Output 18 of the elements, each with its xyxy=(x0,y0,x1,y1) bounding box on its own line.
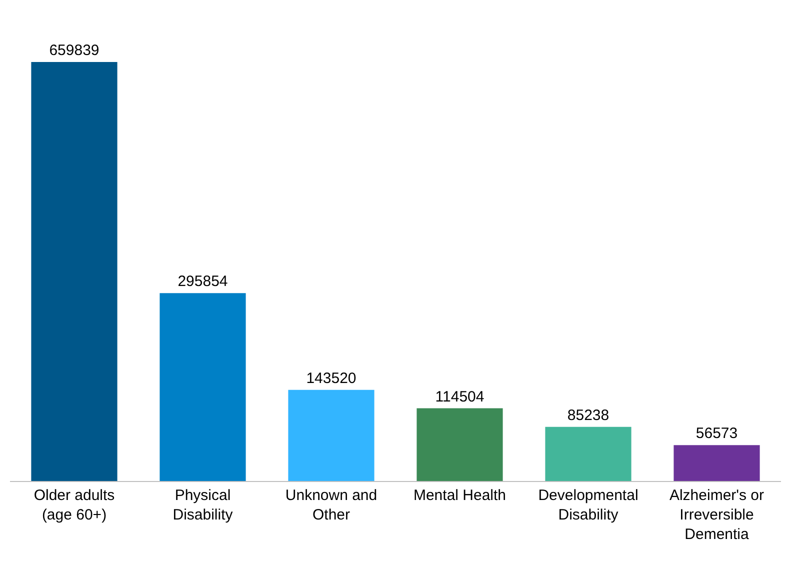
data-label: 143520 xyxy=(306,370,356,387)
x-tick-label: Mental Health xyxy=(413,487,506,504)
x-tick-label: Unknown and Other xyxy=(285,487,378,524)
data-label: 85238 xyxy=(567,406,610,424)
data-label: 295854 xyxy=(178,273,228,290)
x-tick-label: Older adults (age 60+) xyxy=(34,487,115,524)
x-tick-label: Alzheimer's or Irreversible Dementia xyxy=(669,487,764,543)
x-tick-label: Physical Disability xyxy=(172,487,234,524)
bar xyxy=(288,390,374,481)
bar xyxy=(545,426,632,481)
bar xyxy=(160,293,246,481)
data-label: 56573 xyxy=(696,425,738,442)
bar xyxy=(31,62,118,481)
data-label: 659839 xyxy=(49,42,100,60)
bar xyxy=(416,408,503,481)
data-label: 114504 xyxy=(435,388,484,406)
bar xyxy=(674,445,760,481)
x-tick-label: Developmental Disability xyxy=(538,487,638,524)
